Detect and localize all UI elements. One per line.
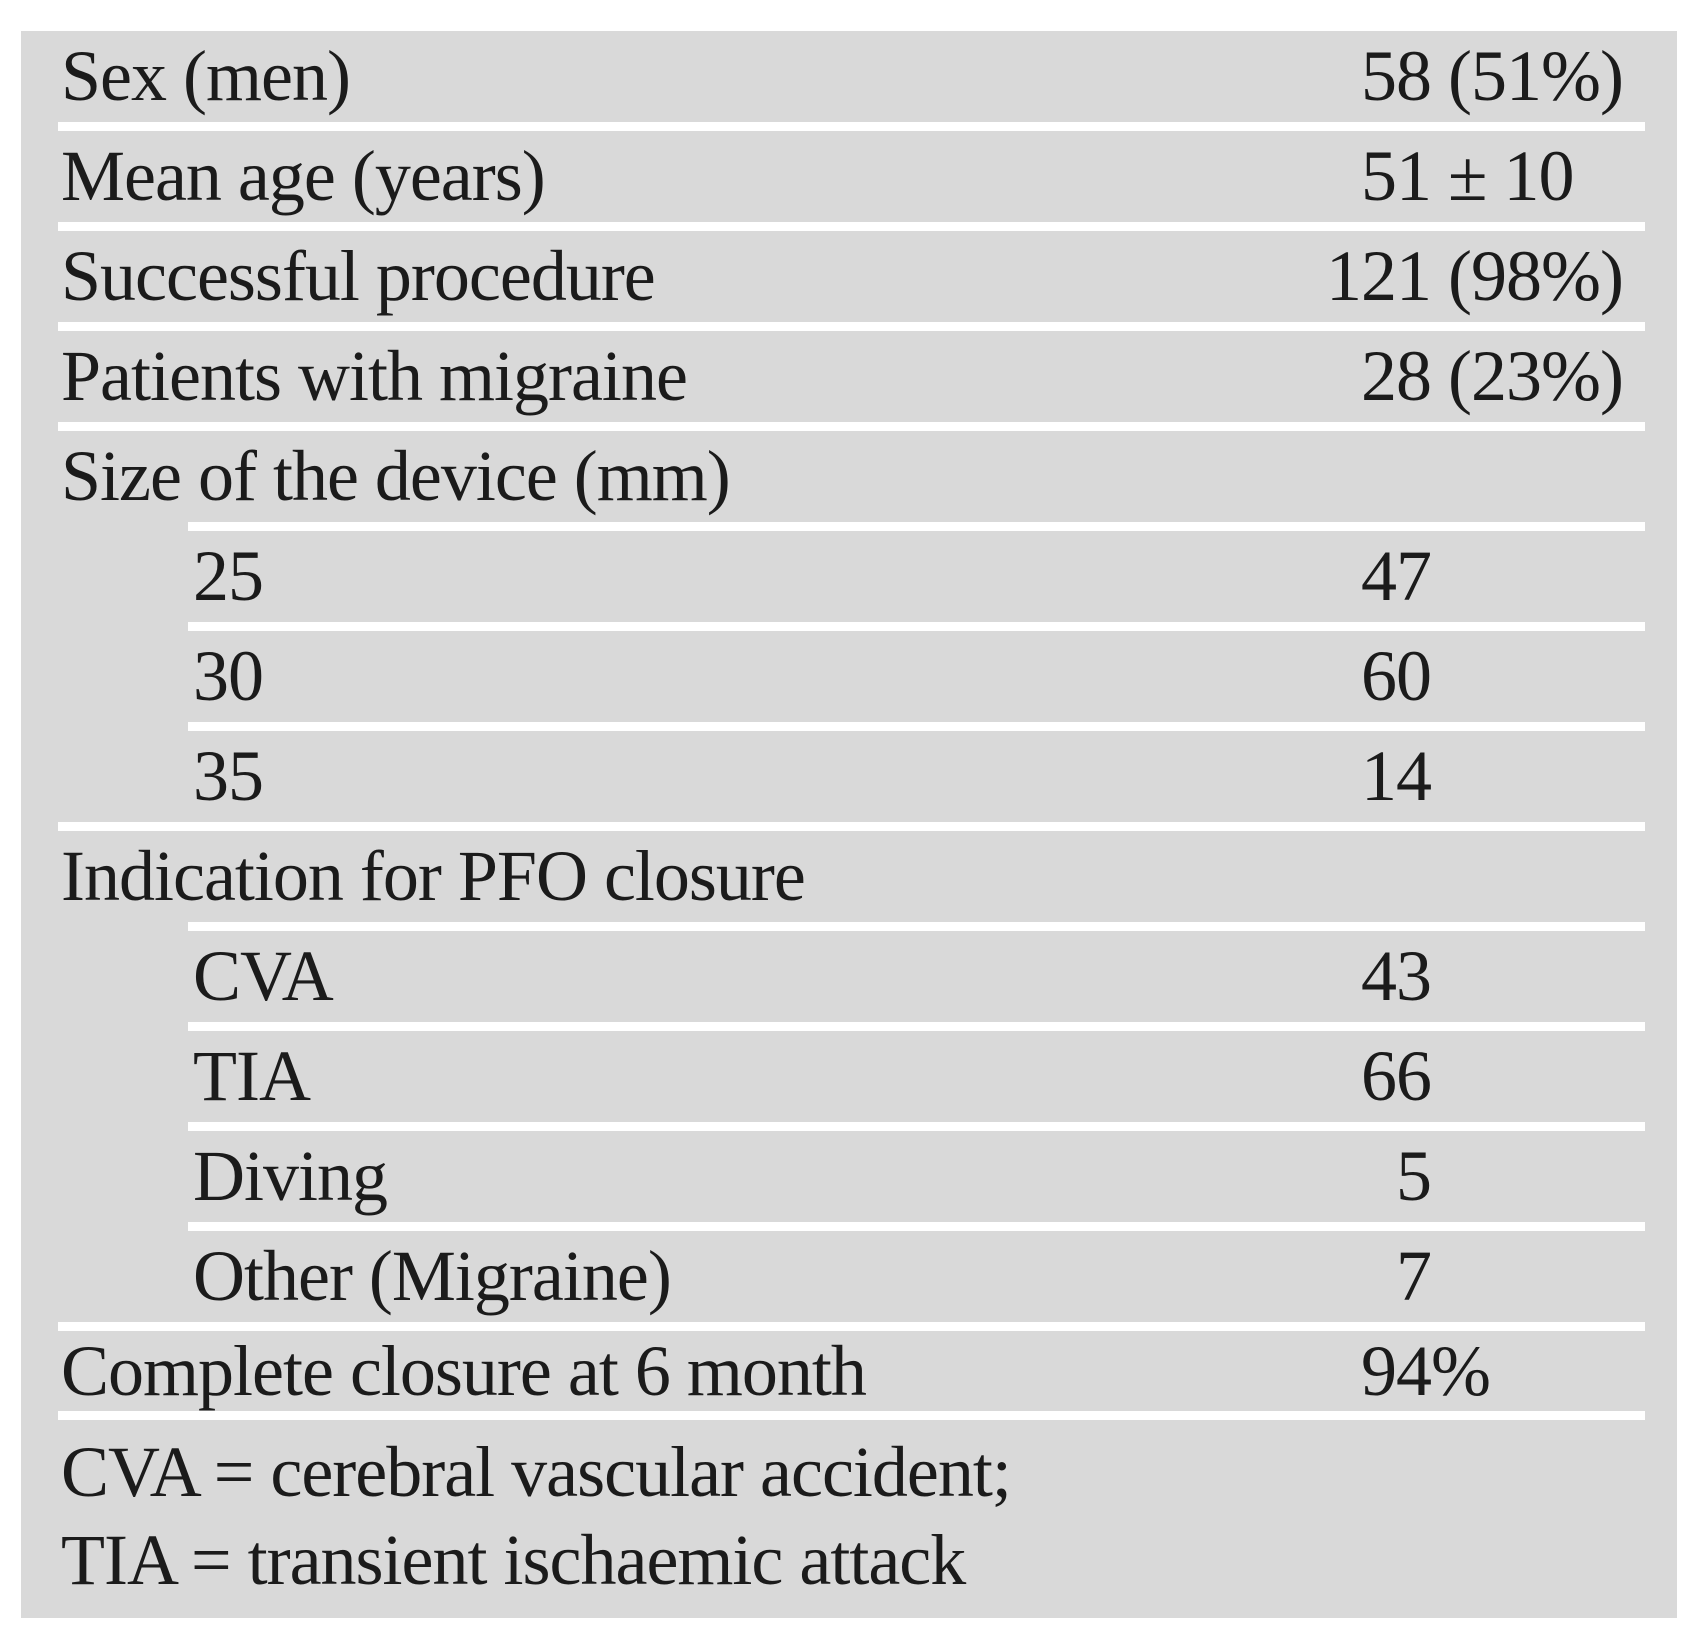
row-label: Size of the device (mm) [61,436,731,516]
row-label: Indication for PFO closure [61,836,806,916]
footnote-tia: TIA = transient ischaemic attack [61,1520,966,1600]
row-value-suffix: % [1431,1330,1491,1411]
footnote-cva: CVA = cerebral vascular accident; [61,1432,1012,1512]
row-value-suffix: (23%) [1431,336,1624,416]
table-row: Successful procedure 121 (98%) [21,231,1677,322]
table-row: 30 60 [21,631,1677,722]
row-value: 51 ± 10 [1101,131,1575,222]
table-row: Sex (men) 58 (51%) [21,31,1677,122]
row-value-number: 58 [1361,36,1432,116]
row-value [1101,831,1431,922]
row-value-number: 94 [1361,1330,1432,1411]
table-footnotes: CVA = cerebral vascular accident; TIA = … [21,1420,1677,1618]
row-label: 35 [193,736,264,816]
table-row: 25 47 [21,531,1677,622]
row-value-number: 5 [1396,1136,1432,1216]
row-value: 28 (23%) [1101,331,1624,422]
row-value-number: 51 [1361,136,1432,216]
row-separator [188,522,1645,531]
row-label: CVA [193,936,334,1016]
row-value: 60 [1101,631,1432,722]
row-separator [58,122,1645,131]
row-separator [58,322,1645,331]
table-row: Size of the device (mm) [21,431,1677,522]
table-row: CVA 43 [21,931,1677,1022]
row-value-number: 7 [1396,1236,1432,1316]
row-value-number: 43 [1361,936,1432,1016]
row-separator [58,222,1645,231]
row-separator [188,722,1645,731]
row-separator [188,622,1645,631]
row-label: Sex (men) [61,36,351,116]
table-row: Other (Migraine) 7 [21,1231,1677,1322]
row-label: 30 [193,636,264,716]
row-value-number: 60 [1361,636,1432,716]
row-value-number: 121 [1326,236,1432,316]
row-value: 14 [1101,731,1432,822]
row-label: Diving [193,1136,388,1216]
row-separator [188,1022,1645,1031]
row-value: 5 [1101,1131,1432,1222]
table-row: 35 14 [21,731,1677,822]
row-value-suffix: (98%) [1431,236,1624,316]
row-label: TIA [193,1036,311,1116]
row-value-number: 28 [1361,336,1432,416]
row-label: Other (Migraine) [193,1236,672,1316]
row-value: 58 (51%) [1101,31,1624,122]
patient-characteristics-table: Sex (men) 58 (51%) Mean age (years) 51 ±… [21,31,1677,1618]
table-row: Indication for PFO closure [21,831,1677,922]
table-row: TIA 66 [21,1031,1677,1122]
row-separator [58,822,1645,831]
row-separator [58,1411,1645,1420]
row-value: 7 [1101,1231,1432,1322]
row-label: 25 [193,536,264,616]
row-label: Successful procedure [61,236,656,316]
row-value-number: 14 [1361,736,1432,816]
row-separator [188,1222,1645,1231]
row-label: Mean age (years) [61,136,546,216]
row-value-number: 47 [1361,536,1432,616]
table-row: Mean age (years) 51 ± 10 [21,131,1677,222]
row-separator [188,1122,1645,1131]
row-value-number: 66 [1361,1036,1432,1116]
row-value: 94% [1101,1330,1491,1411]
row-value-suffix: ± 10 [1431,136,1575,216]
table-row: Diving 5 [21,1131,1677,1222]
table-row: Patients with migraine 28 (23%) [21,331,1677,422]
row-value: 47 [1101,531,1432,622]
row-label: Complete closure at 6 month [61,1330,867,1411]
row-value [1101,431,1431,522]
row-value: 121 (98%) [1101,231,1624,322]
row-value: 66 [1101,1031,1432,1122]
row-separator [58,1322,1645,1331]
row-separator [188,922,1645,931]
table-row: Complete closure at 6 month 94% [21,1331,1677,1411]
row-label: Patients with migraine [61,336,688,416]
row-value-suffix: (51%) [1431,36,1624,116]
row-value: 43 [1101,931,1432,1022]
table-body: Sex (men) 58 (51%) Mean age (years) 51 ±… [21,31,1677,1420]
row-separator [58,422,1645,431]
